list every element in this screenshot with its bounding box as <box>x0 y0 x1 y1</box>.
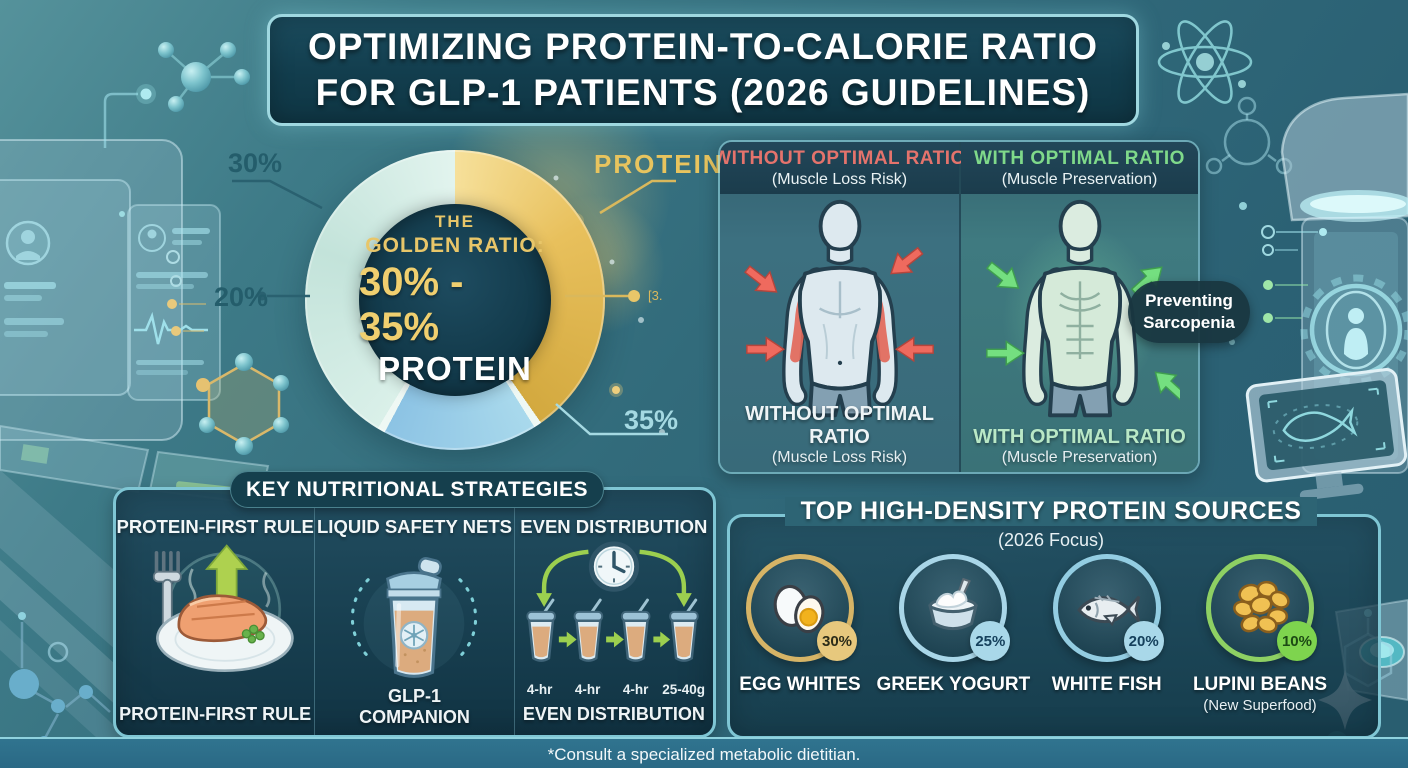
badge-line-1: Preventing <box>1145 290 1233 310</box>
yogurt-bowl-icon <box>928 577 979 631</box>
lupini-beans-badge: 10% <box>1276 621 1317 661</box>
muscle-preserved-figure <box>985 199 1180 418</box>
without-ratio-column: WITHOUT OPTIMAL RATIO (Muscle Loss Risk) <box>720 142 965 472</box>
source-egg-whites: 30% EGG WHITES <box>725 554 875 714</box>
beans-icon <box>1233 580 1290 634</box>
molecule-icon <box>158 42 250 112</box>
cup-label-1: 4-hr <box>526 682 553 697</box>
white-fish-ring: 20% <box>1052 554 1164 662</box>
lupini-beans-label: LUPINI BEANS <box>1192 674 1328 695</box>
cup-label-3: 4-hr <box>622 682 649 697</box>
without-ratio-header: WITHOUT OPTIMAL RATIO (Muscle Loss Risk) <box>720 142 965 194</box>
hexagon-molecule-icon <box>196 353 289 455</box>
without-ratio-title: WITHOUT OPTIMAL RATIO <box>718 147 966 169</box>
protein-sources-subtitle: (2026 Focus) <box>997 530 1105 550</box>
lupini-beans-ring: 10% <box>1205 554 1317 662</box>
egg-whites-ring: 30% <box>746 554 857 662</box>
lupini-beans-sublabel: (New Superfood) <box>1203 697 1317 714</box>
clock-cups-icon <box>526 541 699 662</box>
protein-sources-row: 30% EGG WHITES 25% GREEK YOGURT <box>725 554 1335 714</box>
circuit-dots <box>1261 225 1327 323</box>
donut-center-line1: THE <box>435 212 475 231</box>
between-cup-arrows <box>558 631 670 648</box>
protein-cup-icons <box>526 598 699 662</box>
source-greek-yogurt: 25% GREEK YOGURT <box>876 554 1031 714</box>
strategy-even-distribution: EVEN DISTRIBUTION <box>513 490 713 735</box>
cup-label-4: 25-40g <box>662 682 706 697</box>
white-fish-label: WHITE FISH <box>1051 674 1162 695</box>
without-ratio-caption: WITHOUT OPTIMAL RATIO (Muscle Loss Risk) <box>720 403 959 467</box>
with-ratio-subtitle: (Muscle Preservation) <box>1001 170 1158 188</box>
cup-label-2: 4-hr <box>574 682 601 697</box>
donut-center-line4: PROTEIN <box>378 350 532 387</box>
protein-ratio-donut-chart: THE GOLDEN RATIO: 30% - 35% PROTEIN <box>305 150 605 450</box>
footer-disclaimer-bar: *Consult a specialized metabolic dietiti… <box>0 737 1408 768</box>
donut-label-30: 30% <box>228 148 283 178</box>
donut-center: THE GOLDEN RATIO: 30% - 35% PROTEIN <box>359 204 551 396</box>
strategy-caption-glp1-companion: GLP-1 COMPANION <box>315 686 513 729</box>
strategy-protein-first: PROTEIN-FIRST RULE <box>116 490 314 735</box>
egg-whites-label: EGG WHITES <box>739 674 861 695</box>
with-ratio-column: WITH OPTIMAL RATIO (Muscle Preservation) <box>961 142 1198 472</box>
medical-monitor-illustration <box>0 139 221 441</box>
protein-shaker-icon <box>351 557 478 678</box>
title-line-1: OPTIMIZING PROTEIN-TO-CALORIE RATIO <box>307 25 1099 67</box>
preventing-sarcopenia-badge: Preventing Sarcopenia <box>1128 281 1250 343</box>
circuit-dots-left <box>166 250 206 336</box>
chicken-breast-icon <box>177 594 268 642</box>
without-caption-title: WITHOUT OPTIMAL RATIO <box>745 403 934 448</box>
donut-center-line2: GOLDEN RATIO: <box>365 234 545 257</box>
greek-yogurt-ring: 25% <box>899 554 1011 662</box>
title-banner: OPTIMIZING PROTEIN-TO-CALORIE RATIO FOR … <box>267 14 1139 126</box>
molecule-outline-icon <box>1205 96 1293 175</box>
with-ratio-header: WITH OPTIMAL RATIO (Muscle Preservation) <box>961 142 1198 194</box>
donut-label-20: 20% <box>214 282 269 312</box>
caption-glp1-line1: GLP-1 <box>387 685 441 706</box>
white-fish-badge: 20% <box>1123 621 1164 661</box>
inward-red-arrows <box>743 246 934 363</box>
badge-line-2: Sarcopenia <box>1143 313 1235 332</box>
donut-center-line3: 30% - 35% <box>359 260 464 349</box>
with-ratio-caption: WITH OPTIMAL RATIO (Muscle Preservation) <box>961 426 1198 467</box>
source-white-fish: 20% WHITE FISH <box>1032 554 1182 714</box>
atom-icon <box>1157 20 1253 104</box>
strategy-caption-protein-first: PROTEIN-FIRST RULE <box>119 704 312 724</box>
greek-yogurt-badge: 25% <box>970 621 1011 661</box>
strategy-liquid-safety: LIQUID SAFETY NETS GLP-1 COMPANION <box>314 490 513 735</box>
abs-definition-lines <box>1065 324 1094 355</box>
with-caption-title: WITH OPTIMAL RATIO <box>973 426 1186 448</box>
disclaimer-text: *Consult a specialized metabolic dietiti… <box>547 744 861 764</box>
muscle-loss-figure <box>743 199 934 418</box>
donut-side-marker: [3. <box>648 288 663 303</box>
strategy-title-liquid-safety: LIQUID SAFETY NETS <box>317 516 512 537</box>
egg-whites-badge: 30% <box>817 621 857 661</box>
strategy-caption-even-distribution: EVEN DISTRIBUTION <box>522 704 705 724</box>
fish-icon <box>1076 595 1140 627</box>
muscle-comparison-panel: WITHOUT OPTIMAL RATIO (Muscle Loss Risk) <box>718 140 1200 474</box>
fish-monitor-illustration <box>1245 368 1408 501</box>
circuit-line <box>103 92 138 148</box>
donut-label-35: 35% <box>624 405 679 435</box>
eggs-icon <box>773 584 825 634</box>
with-caption-subtitle: (Muscle Preservation) <box>1001 449 1158 466</box>
title-line-2: FOR GLP-1 PATIENTS (2026 GUIDELINES) <box>315 72 1091 113</box>
with-ratio-title: WITH OPTIMAL RATIO <box>974 147 1185 169</box>
strategy-title-protein-first: PROTEIN-FIRST RULE <box>116 516 314 537</box>
donut-label-protein: PROTEIN <box>594 149 724 179</box>
without-ratio-subtitle: (Muscle Loss Risk) <box>771 170 908 188</box>
plate-fork-chicken-icon <box>153 544 294 673</box>
strategy-title-even-distribution: EVEN DISTRIBUTION <box>520 516 708 537</box>
ecg-line <box>134 311 208 345</box>
scanned-person-icon <box>1348 308 1364 324</box>
key-nutritional-strategies-header: KEY NUTRITIONAL STRATEGIES <box>230 471 604 508</box>
caption-glp1-line2: COMPANION <box>359 707 470 728</box>
key-nutritional-strategies-panel: PROTEIN-FIRST RULE <box>113 487 716 738</box>
cup-timing-labels: 4-hr 4-hr 4-hr 25-40g <box>516 682 712 697</box>
greek-yogurt-label: GREEK YOGURT <box>876 674 1031 695</box>
parsley-garnish-icon <box>241 624 265 644</box>
protein-sources-title: TOP HIGH-DENSITY PROTEIN SOURCES <box>727 497 1375 526</box>
source-lupini-beans: 10% LUPINI BEANS (New Superfood) <box>1185 554 1335 714</box>
without-caption-subtitle: (Muscle Loss Risk) <box>771 449 908 466</box>
